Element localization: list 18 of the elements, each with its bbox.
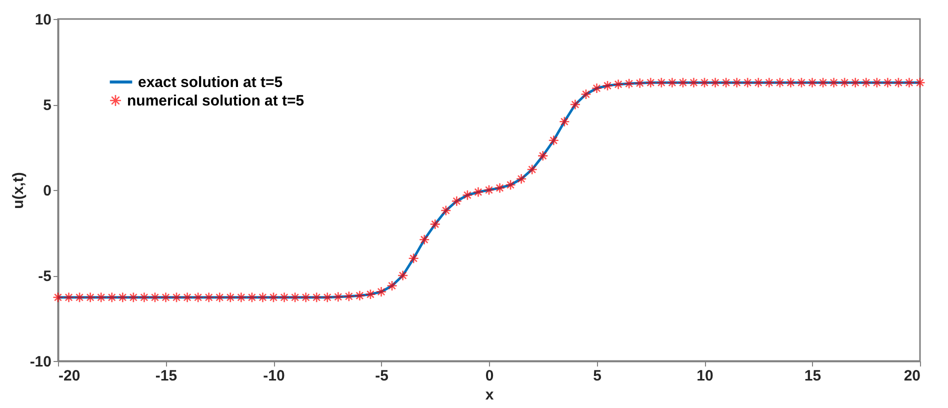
x-tick-label: 0 xyxy=(485,368,494,384)
x-tick-label: 5 xyxy=(593,368,602,384)
y-tick-label: 0 xyxy=(43,182,52,200)
x-tick-label: 10 xyxy=(696,368,714,384)
x-tick-label: 15 xyxy=(804,368,822,384)
x-tick-label: -10 xyxy=(263,368,285,384)
x-axis-title: x xyxy=(485,386,494,404)
y-axis-title: u(x,t) xyxy=(10,172,27,209)
legend-label: exact solution at t=5 xyxy=(138,74,283,91)
y-tick-label: -5 xyxy=(38,268,52,285)
y-tick-label: 10 xyxy=(34,12,52,28)
legend-label: numerical solution at t=5 xyxy=(127,92,304,110)
x-tick-label: 20 xyxy=(904,368,920,384)
x-tick-label: -15 xyxy=(155,368,178,384)
x-tick-label: -20 xyxy=(58,368,80,384)
y-tick-label: 5 xyxy=(43,97,52,114)
y-tick-label: -10 xyxy=(30,354,52,370)
x-tick-label: -5 xyxy=(375,368,388,384)
